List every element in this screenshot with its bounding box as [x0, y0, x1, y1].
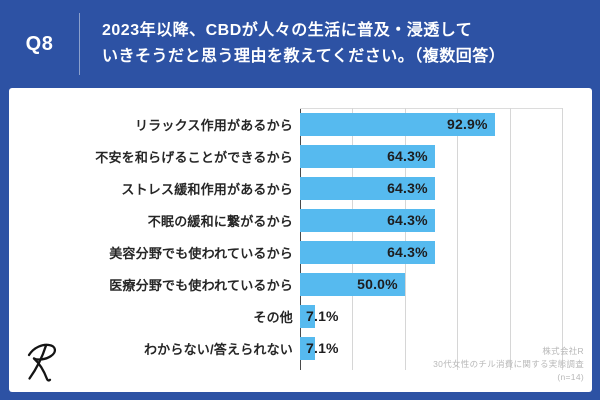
value-label: 7.1%: [306, 308, 339, 324]
category-label: ストレス緩和作用があるから: [121, 181, 293, 197]
category-label: その他: [253, 309, 293, 325]
value-label: 64.3%: [387, 148, 428, 164]
bar: 50.0%: [300, 272, 405, 296]
category-label: 不安を和らげることができるから: [95, 149, 293, 165]
bar-track: 50.0%: [300, 272, 562, 296]
source-survey-name: 30代女性のチル消費に関する実態調査: [433, 359, 584, 369]
bar-rows: リラックス作用があるから 92.9% 不安を和らげることができるから 64.3% ストレ…: [9, 108, 592, 364]
bar-row: 美容分野でも使われているから 64.3%: [9, 236, 592, 268]
source-note: 株式会社R 30代女性のチル消費に関する実態調査 (n=14): [433, 345, 584, 384]
bar-track: 64.3%: [300, 240, 562, 264]
value-label: 64.3%: [387, 244, 428, 260]
bar-row: 不安を和らげることができるから 64.3%: [9, 140, 592, 172]
question-title-line2: いきそうだと思う理由を教えてください。（複数回答）: [102, 48, 506, 65]
bar-track: 7.1%: [300, 304, 562, 328]
question-number-box: Q8: [0, 0, 79, 88]
bar-track: 7.1%: [300, 336, 562, 360]
value-label: 50.0%: [357, 276, 398, 292]
question-header: Q8 2023年以降、CBDが人々の生活に普及・浸透して いきそうだと思う理由を…: [0, 0, 600, 88]
value-label: 64.3%: [387, 212, 428, 228]
header-divider: [79, 13, 80, 75]
bar-row: わからない/答えられない 7.1%: [9, 332, 592, 364]
bar: 7.1%: [300, 304, 339, 328]
bar: 92.9%: [300, 112, 495, 136]
bar: 64.3%: [300, 208, 435, 232]
source-sample-size: (n=14): [557, 372, 584, 382]
question-title: 2023年以降、CBDが人々の生活に普及・浸透して いきそうだと思う理由を教えて…: [80, 18, 505, 70]
bar-track: 64.3%: [300, 208, 562, 232]
category-label: リラックス作用があるから: [134, 117, 293, 133]
category-label: 不眠の緩和に繋がるから: [147, 213, 293, 229]
bar-row: 医療分野でも使われているから 50.0%: [9, 268, 592, 300]
value-label: 92.9%: [447, 116, 488, 132]
bar-chart: リラックス作用があるから 92.9% 不安を和らげることができるから 64.3% ストレ…: [9, 88, 592, 392]
bar: 7.1%: [300, 336, 339, 360]
bar-row: ストレス緩和作用があるから 64.3%: [9, 172, 592, 204]
source-company: 株式会社R: [542, 346, 584, 356]
company-r-logo-icon: [27, 343, 57, 382]
bar-row: 不眠の緩和に繋がるから 64.3%: [9, 204, 592, 236]
category-label: 美容分野でも使われているから: [109, 245, 293, 261]
bar: 64.3%: [300, 240, 435, 264]
bar-track: 92.9%: [300, 112, 562, 136]
bar-row: その他 7.1%: [9, 300, 592, 332]
value-label: 64.3%: [387, 180, 428, 196]
chart-card: リラックス作用があるから 92.9% 不安を和らげることができるから 64.3% ストレ…: [9, 88, 592, 392]
bar-track: 64.3%: [300, 144, 562, 168]
question-title-line1: 2023年以降、CBDが人々の生活に普及・浸透して: [102, 22, 473, 39]
category-label: わからない/答えられない: [143, 341, 293, 357]
bar-row: リラックス作用があるから 92.9%: [9, 108, 592, 140]
value-label: 7.1%: [306, 340, 339, 356]
bar-track: 64.3%: [300, 176, 562, 200]
question-number: Q8: [25, 32, 54, 55]
category-label: 医療分野でも使われているから: [109, 277, 293, 293]
bar: 64.3%: [300, 176, 435, 200]
bar: 64.3%: [300, 144, 435, 168]
